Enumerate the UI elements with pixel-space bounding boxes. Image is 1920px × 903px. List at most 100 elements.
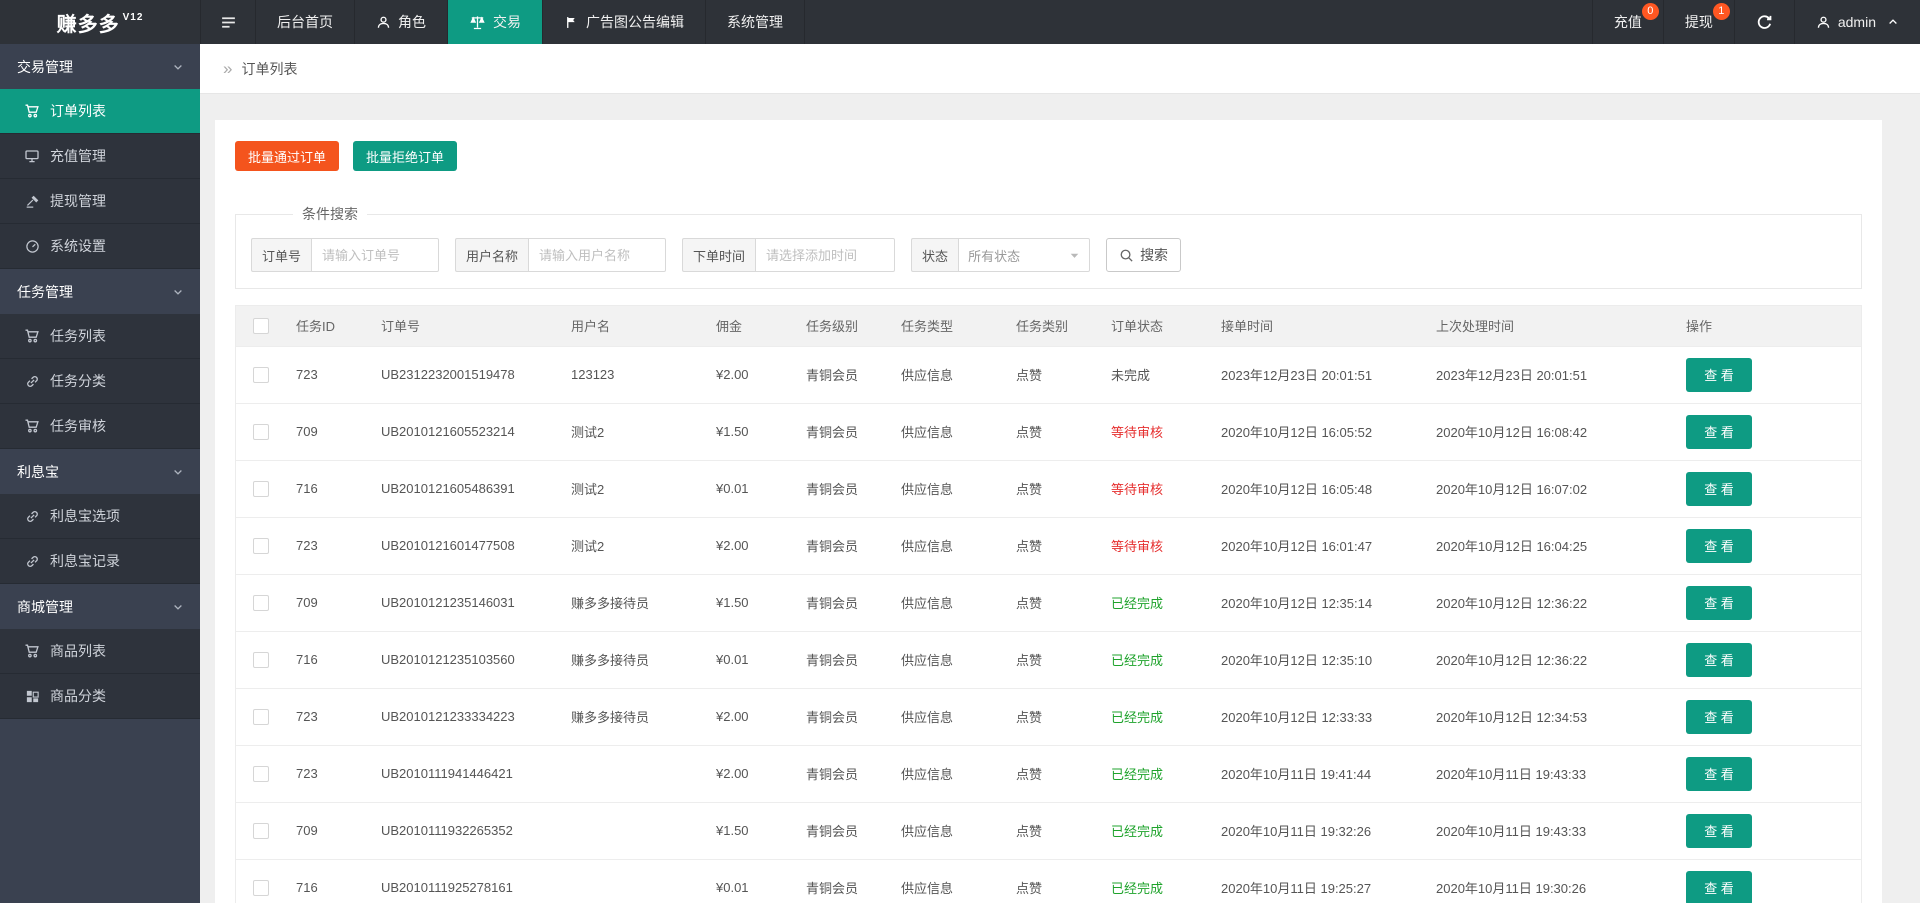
sidebar-item-withdraw-mgmt[interactable]: 提现管理 (0, 179, 200, 224)
withdraw-label: 提现 (1684, 14, 1713, 30)
column-header-7: 订单状态 (1101, 306, 1211, 346)
view-button[interactable]: 查 看 (1686, 357, 1752, 392)
withdraw-nav-button[interactable]: 提现 1 (1662, 0, 1734, 44)
cell-level: 青铜会员 (796, 345, 891, 403)
topnav-item-home[interactable]: 后台首页 (256, 0, 355, 44)
cell-status: 已经完成 (1101, 858, 1211, 903)
row-checkbox[interactable] (253, 594, 269, 611)
select-all-checkbox[interactable] (253, 318, 269, 335)
sidebar-item-order-list[interactable]: 订单列表 (0, 89, 200, 134)
view-button[interactable]: 查 看 (1686, 813, 1752, 848)
cell-order_no: UB2010121605523214 (371, 402, 561, 460)
sidebar-item-task-list[interactable]: 任务列表 (0, 314, 200, 359)
sidebar-group-lixibao[interactable]: 利息宝 (0, 449, 200, 494)
cell-type: 供应信息 (891, 345, 1006, 403)
view-button[interactable]: 查 看 (1686, 642, 1752, 677)
refresh-button[interactable] (1733, 0, 1794, 44)
column-header-0: 任务ID (286, 306, 371, 346)
cell-commission: ¥0.01 (706, 459, 796, 517)
row-checkbox[interactable] (253, 822, 269, 839)
sidebar-item-task-audit[interactable]: 任务审核 (0, 404, 200, 449)
sidebar-item-recharge-mgmt[interactable]: 充值管理 (0, 134, 200, 179)
row-checkbox[interactable] (253, 879, 269, 896)
search-legend: 条件搜索 (302, 206, 358, 222)
person-icon (376, 15, 391, 30)
search-button[interactable]: 搜索 (1106, 238, 1182, 272)
cart-icon (24, 418, 40, 434)
view-button[interactable]: 查 看 (1686, 756, 1752, 791)
cell-username (561, 744, 706, 802)
order-time-input[interactable] (755, 238, 896, 272)
row-checkbox[interactable] (253, 651, 269, 668)
view-button[interactable]: 查 看 (1686, 414, 1752, 449)
cell-level: 青铜会员 (796, 459, 891, 517)
order-no-input[interactable] (311, 238, 440, 272)
row-checkbox[interactable] (253, 480, 269, 497)
view-button[interactable]: 查 看 (1686, 585, 1752, 620)
cart-icon (24, 103, 40, 119)
topnav-item-system[interactable]: 系统管理 (706, 0, 805, 44)
sidebar-item-task-category[interactable]: 任务分类 (0, 359, 200, 404)
cell-process_time: 2023年12月23日 20:01:51 (1426, 345, 1676, 403)
cell-username: 测试2 (561, 402, 706, 460)
recharge-nav-button[interactable]: 充值 0 (1591, 0, 1663, 44)
cell-type: 供应信息 (891, 516, 1006, 574)
topnav-item-ads[interactable]: 广告图公告编辑 (543, 0, 706, 44)
topnav-item-label: 广告图公告编辑 (586, 14, 684, 30)
row-checkbox[interactable] (253, 708, 269, 725)
column-header-2: 用户名 (561, 306, 706, 346)
sidebar-item-lixibao-options[interactable]: 利息宝选项 (0, 494, 200, 539)
cell-action: 查 看 (1676, 858, 1861, 903)
topnav-item-roles[interactable]: 角色 (355, 0, 448, 44)
cell-type: 供应信息 (891, 573, 1006, 631)
page-title: 订单列表 (241, 60, 298, 77)
cell-order_no: UB2010121235146031 (371, 573, 561, 631)
view-button[interactable]: 查 看 (1686, 870, 1752, 903)
cell-commission: ¥1.50 (706, 402, 796, 460)
row-checkbox[interactable] (253, 765, 269, 782)
cell-order_no: UB2312232001519478 (371, 345, 561, 403)
sidebar-group-mall-mgmt[interactable]: 商城管理 (0, 584, 200, 629)
username-label: 用户名称 (455, 238, 529, 272)
hamburger-button[interactable] (200, 0, 256, 44)
sidebar-item-label: 任务分类 (50, 373, 106, 389)
cell-category: 点赞 (1006, 516, 1101, 574)
cell-accept_time: 2020年10月11日 19:25:27 (1211, 858, 1426, 903)
table-body: 723 UB2312232001519478 123123 ¥2.00 青铜会员 供应信息… (236, 345, 1861, 903)
cell-status: 等待审核 (1101, 516, 1211, 574)
cell-process_time: 2020年10月12日 12:34:53 (1426, 687, 1676, 745)
topnav-spacer (805, 0, 1592, 44)
sidebar-group-task-mgmt[interactable]: 任务管理 (0, 269, 200, 314)
user-menu[interactable]: admin (1793, 0, 1920, 44)
view-button[interactable]: 查 看 (1686, 471, 1752, 506)
row-checkbox[interactable] (253, 537, 269, 554)
cell-type: 供应信息 (891, 459, 1006, 517)
batch-approve-button[interactable]: 批量通过订单 (235, 141, 340, 171)
brand-logo[interactable]: 赚多多 V12 (0, 0, 200, 44)
row-checkbox-cell (236, 858, 286, 903)
batch-reject-button[interactable]: 批量拒绝订单 (353, 141, 458, 171)
view-button[interactable]: 查 看 (1686, 528, 1752, 563)
view-button[interactable]: 查 看 (1686, 699, 1752, 734)
cell-commission: ¥1.50 (706, 573, 796, 631)
topnav-item-trade[interactable]: 交易 (448, 0, 543, 44)
sidebar-group-trade-mgmt[interactable]: 交易管理 (0, 44, 200, 89)
row-checkbox[interactable] (253, 423, 269, 440)
sidebar-item-goods-category[interactable]: 商品分类 (0, 674, 200, 719)
breadcrumb: » 订单列表 (200, 44, 1920, 94)
cell-username: 赚多多接待员 (561, 687, 706, 745)
sidebar-item-system-settings[interactable]: 系统设置 (0, 224, 200, 269)
cell-type: 供应信息 (891, 858, 1006, 903)
user-name: admin (1837, 14, 1876, 30)
table-row: 709 UB2010121235146031 赚多多接待员 ¥1.50 青铜会员 供应信息… (236, 573, 1861, 631)
cell-process_time: 2020年10月11日 19:43:33 (1426, 801, 1676, 859)
sidebar-item-label: 订单列表 (50, 103, 106, 119)
chevron-down-icon (1069, 250, 1080, 261)
cell-status: 已经完成 (1101, 573, 1211, 631)
status-select[interactable]: 所有状态 (958, 238, 1091, 272)
sidebar-item-goods-list[interactable]: 商品列表 (0, 629, 200, 674)
sidebar-item-lixibao-records[interactable]: 利息宝记录 (0, 539, 200, 584)
username-input[interactable] (528, 238, 667, 272)
withdraw-badge: 1 (1712, 3, 1730, 20)
row-checkbox[interactable] (253, 366, 269, 383)
